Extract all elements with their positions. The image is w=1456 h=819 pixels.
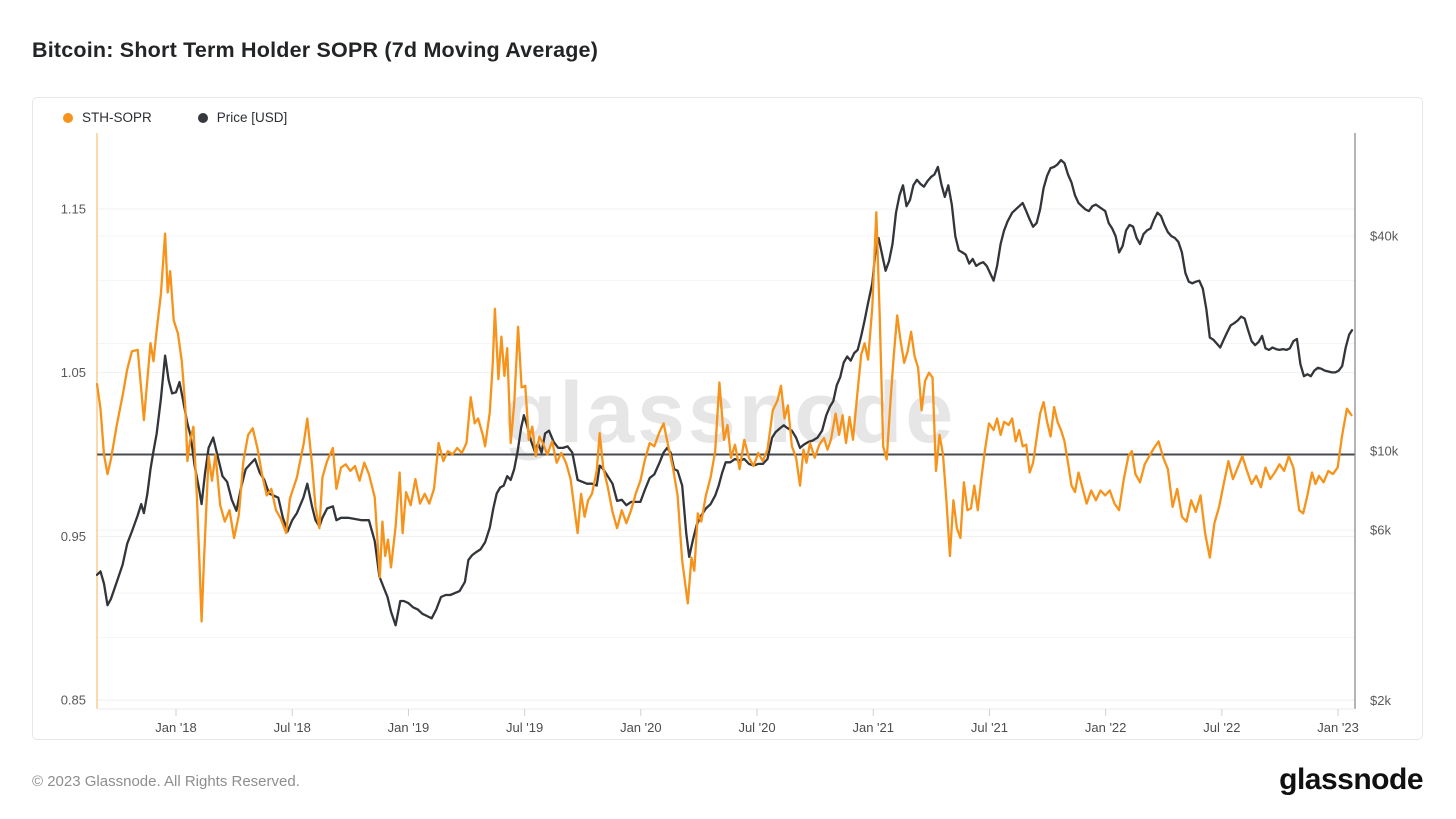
copyright-text: © 2023 Glassnode. All Rights Reserved. [32,773,300,790]
chart-card: STH-SOPR Price [USD] [32,97,1423,740]
legend-item-price[interactable]: Price [USD] [197,110,288,125]
chart-legend: STH-SOPR Price [USD] [63,110,287,125]
glassnode-logo: glassnode [1279,763,1423,796]
legend-label-price: Price [USD] [216,110,288,125]
legend-item-sth-sopr[interactable]: STH-SOPR [63,110,152,125]
legend-dot-sth-sopr-icon [63,112,73,123]
legend-label-sth-sopr: STH-SOPR [82,110,152,125]
page-title: Bitcoin: Short Term Holder SOPR (7d Movi… [32,38,599,62]
legend-dot-price-icon [197,112,208,123]
